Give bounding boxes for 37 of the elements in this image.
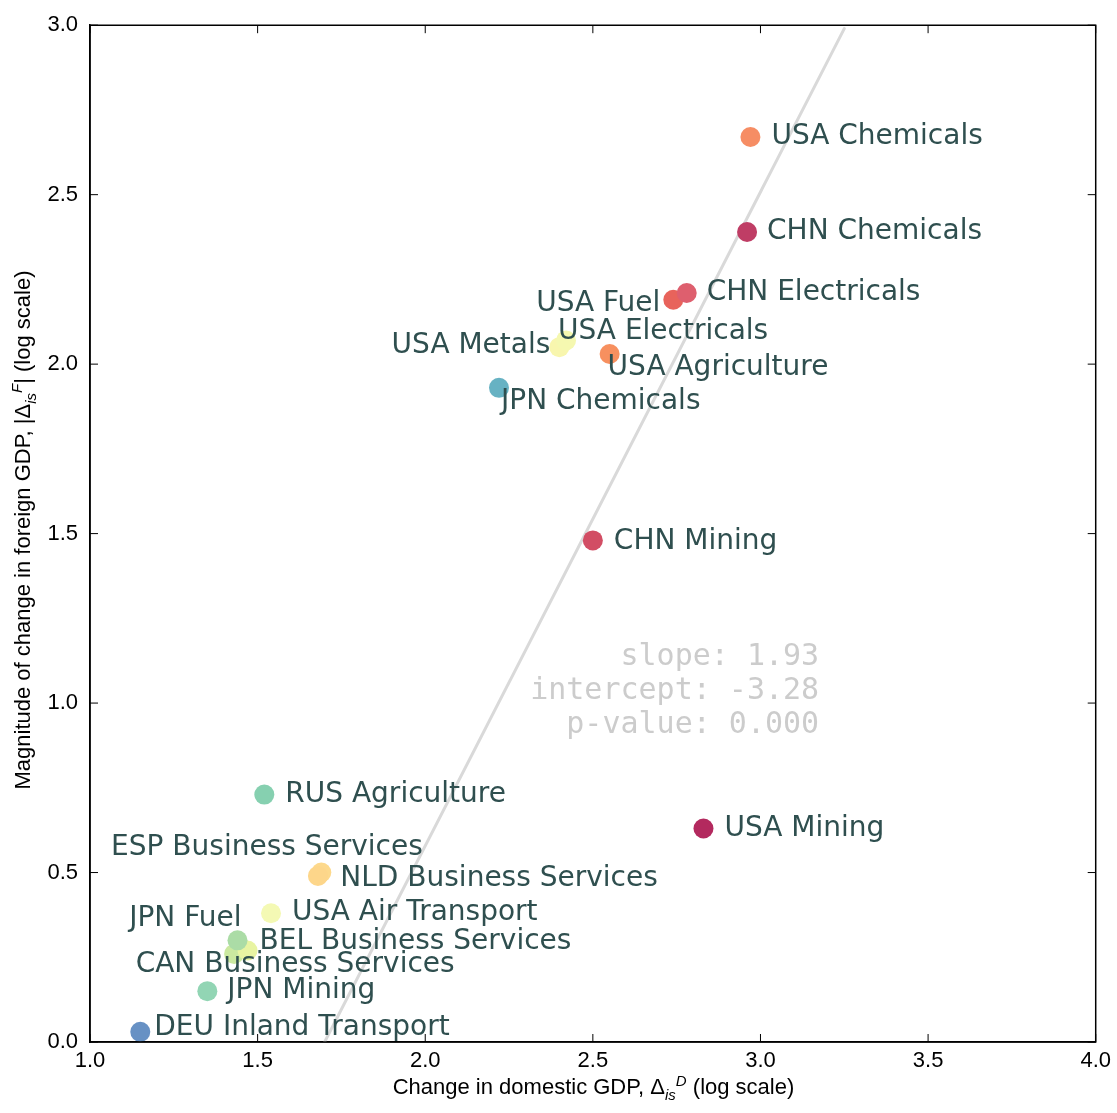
y-tick-label: 0.5	[47, 858, 78, 884]
point	[737, 221, 758, 242]
series-label: RUS Agriculture	[285, 775, 506, 809]
point	[197, 981, 218, 1002]
x-tick-label: 1.5	[242, 1047, 273, 1073]
point	[582, 530, 603, 551]
x-tick-label: 4.0	[1080, 1047, 1112, 1073]
series-label: USA Chemicals	[771, 118, 983, 152]
series-label: USA Agriculture	[607, 349, 829, 383]
point	[676, 282, 697, 303]
x-tick-label: 2.5	[577, 1047, 609, 1073]
series-label: CHN Electricals	[706, 274, 921, 308]
x-axis-title: Change in domestic GDP, Δ$_{is}$$^{D}$ (log scale)	[392, 1071, 795, 1104]
series-label: DEU Inland Transport	[154, 1009, 450, 1043]
series-label: CHN Mining	[613, 522, 778, 556]
series-label: USA Air Transport	[292, 894, 538, 928]
point	[740, 127, 761, 148]
series-label: JPN Mining	[225, 972, 376, 1006]
series-label: USA Mining	[724, 809, 885, 843]
point	[261, 903, 282, 924]
y-tick-label: 1.5	[47, 519, 78, 545]
point	[227, 930, 248, 951]
point	[254, 784, 275, 805]
y-tick-label: 1.0	[47, 689, 78, 715]
point	[693, 818, 714, 839]
y-tick-label: 3.0	[47, 11, 78, 37]
series-label: CHN Chemicals	[767, 213, 983, 247]
x-tick-label: 2.0	[409, 1047, 441, 1073]
series-label: JPN Fuel	[127, 899, 242, 933]
y-tick-label: 2.0	[47, 350, 78, 376]
point	[130, 1021, 151, 1042]
x-tick-label: 3.5	[912, 1047, 944, 1073]
series-label: USA Metals	[391, 327, 551, 361]
series-label: USA Electricals	[558, 312, 769, 346]
series-label: JPN Chemicals	[498, 383, 701, 417]
x-tick-label: 3.0	[745, 1047, 776, 1073]
y-tick-label: 2.5	[47, 180, 78, 206]
